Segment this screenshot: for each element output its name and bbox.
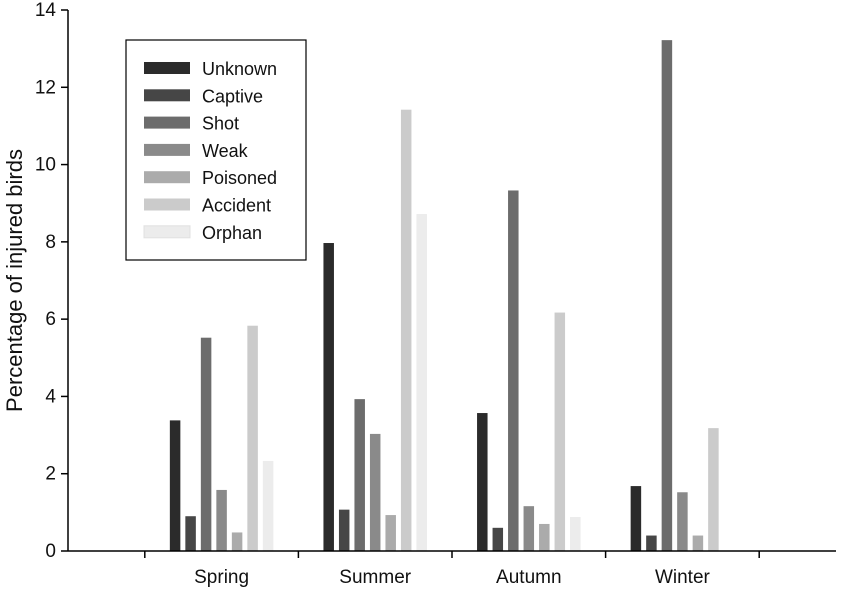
legend-swatch-unknown — [144, 62, 190, 74]
bar-unknown-autumn — [477, 413, 488, 551]
legend: Unknown Captive Shot Weak Poisoned Accident Or… — [125, 39, 307, 261]
bar-weak-summer — [369, 433, 381, 551]
bar-poisoned-autumn — [539, 523, 550, 551]
legend-label-unknown: Unknown — [202, 59, 277, 79]
legend-label-poisoned: Poisoned — [202, 168, 277, 188]
bar-weak-winter — [677, 492, 688, 551]
legend-label-accident: Accident — [202, 196, 271, 216]
bar-shot-summer — [354, 399, 365, 551]
x-category-label: Spring — [194, 567, 249, 588]
legend-swatch-weak — [144, 143, 190, 156]
y-ticks: 0 2 4 6 8 10 12 14 — [35, 0, 68, 562]
y-tick-label: 8 — [45, 232, 56, 253]
bar-captive-spring — [185, 516, 196, 551]
legend-swatch-poisoned — [144, 171, 190, 184]
bar-accident-spring — [247, 325, 258, 551]
bar-captive-autumn — [492, 527, 504, 551]
bar-weak-spring — [216, 489, 227, 551]
bar-captive-winter — [646, 535, 657, 551]
bar-shot-winter — [661, 40, 673, 552]
legend-label-captive: Captive — [202, 86, 263, 106]
bar-shot-autumn — [508, 190, 519, 551]
legend-swatch-shot — [144, 116, 190, 129]
bar-accident-autumn — [554, 312, 566, 551]
bar-unknown-winter — [630, 486, 642, 551]
y-axis-title: Percentage of injured birds — [2, 149, 27, 412]
legend-swatch-orphan — [143, 225, 191, 239]
bar-accident-winter — [708, 428, 719, 551]
x-category-label: Summer — [339, 567, 411, 588]
bar-orphan-autumn — [570, 516, 581, 551]
y-tick-label: 10 — [35, 155, 56, 176]
bar-unknown-spring — [169, 420, 181, 551]
bar-poisoned-spring — [231, 532, 243, 551]
bar-poisoned-winter — [692, 535, 704, 551]
y-tick-label: 4 — [45, 386, 56, 407]
x-category-label: Autumn — [496, 567, 561, 588]
legend-swatch-captive — [144, 89, 190, 102]
y-tick-label: 6 — [45, 309, 56, 330]
bar-unknown-summer — [323, 243, 334, 552]
bar-poisoned-summer — [385, 515, 396, 551]
y-tick-label: 0 — [45, 541, 56, 562]
legend-swatch-accident — [144, 198, 190, 211]
legend-label-orphan: Orphan — [202, 223, 262, 243]
bar-accident-summer — [400, 109, 412, 551]
bars-layer — [169, 40, 719, 552]
y-tick-label: 2 — [45, 464, 56, 485]
x-category-label: Winter — [655, 567, 711, 588]
y-tick-label: 14 — [35, 0, 57, 21]
bar-orphan-summer — [416, 214, 427, 551]
bar-captive-summer — [338, 509, 350, 551]
y-tick-label: 12 — [35, 77, 56, 98]
legend-label-weak: Weak — [202, 141, 249, 161]
legend-label-shot: Shot — [202, 114, 239, 134]
bar-shot-spring — [200, 337, 212, 551]
bar-orphan-spring — [262, 460, 274, 551]
bar-weak-autumn — [523, 506, 535, 551]
x-ticks: Spring Summer Autumn Winter — [144, 551, 760, 588]
